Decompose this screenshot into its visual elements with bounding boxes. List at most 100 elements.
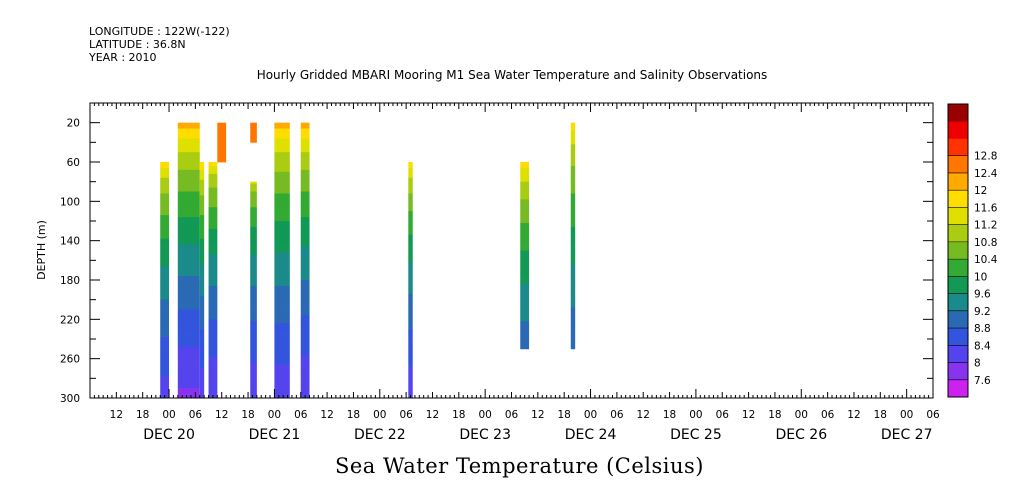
temperature-cell bbox=[160, 352, 170, 356]
temperature-cell bbox=[208, 333, 218, 336]
temperature-cell bbox=[274, 191, 290, 194]
temperature-cell bbox=[199, 203, 205, 206]
temperature-cell bbox=[208, 240, 218, 244]
temperature-cell bbox=[177, 203, 200, 206]
temperature-cell bbox=[250, 222, 257, 226]
temperature-cell bbox=[520, 181, 530, 185]
temperature-cell bbox=[199, 325, 205, 328]
temperature-cell bbox=[208, 232, 218, 236]
temperature-cell bbox=[520, 222, 530, 226]
temperature-cell bbox=[408, 185, 413, 188]
temperature-cell bbox=[274, 230, 290, 234]
temperature-cell bbox=[408, 276, 413, 279]
temperature-cell bbox=[208, 264, 218, 267]
temperature-cell bbox=[570, 183, 576, 186]
y-tick-label: 20 bbox=[67, 118, 80, 130]
temperature-cell bbox=[570, 154, 576, 157]
temperature-cell bbox=[250, 189, 257, 192]
temperature-cell bbox=[199, 230, 205, 234]
temperature-cell bbox=[570, 291, 576, 295]
temperature-cell bbox=[408, 268, 413, 271]
temperature-cell bbox=[160, 205, 170, 208]
temperature-cell bbox=[300, 299, 310, 303]
temperature-cell bbox=[570, 219, 576, 222]
temperature-cell bbox=[208, 291, 218, 295]
temperature-cell bbox=[520, 163, 530, 167]
temperature-cell bbox=[300, 165, 310, 169]
temperature-cell bbox=[300, 317, 310, 320]
temperature-cell bbox=[570, 272, 576, 275]
temperature-cell bbox=[160, 289, 170, 293]
temperature-cell bbox=[208, 270, 218, 273]
temperature-cell bbox=[300, 348, 310, 352]
x-tick-label: 00 bbox=[373, 409, 386, 421]
temperature-cell bbox=[208, 380, 218, 383]
temperature-cell bbox=[208, 346, 218, 350]
temperature-cell bbox=[274, 384, 290, 387]
temperature-cell bbox=[177, 167, 200, 171]
temperature-cell bbox=[217, 146, 227, 149]
temperature-cell bbox=[570, 142, 576, 145]
observation-layer bbox=[160, 122, 576, 399]
temperature-cell bbox=[520, 305, 530, 308]
temperature-cell bbox=[208, 295, 218, 299]
colorbar-level-label: 10.8 bbox=[974, 237, 997, 249]
temperature-cell bbox=[520, 232, 530, 236]
temperature-cell bbox=[250, 396, 257, 399]
temperature-cell bbox=[250, 287, 257, 291]
temperature-cell bbox=[274, 132, 290, 135]
temperature-cell bbox=[300, 258, 310, 261]
temperature-cell bbox=[177, 394, 200, 397]
temperature-cell bbox=[199, 337, 205, 340]
temperature-cell bbox=[570, 160, 576, 163]
temperature-cell bbox=[160, 228, 170, 232]
temperature-cell bbox=[208, 386, 218, 389]
temperature-cell bbox=[177, 228, 200, 232]
temperature-cell bbox=[160, 315, 170, 318]
temperature-cell bbox=[250, 234, 257, 238]
temperature-cell bbox=[408, 333, 413, 336]
temperature-cell bbox=[177, 360, 200, 363]
temperature-cell bbox=[408, 183, 413, 186]
temperature-cell bbox=[300, 358, 310, 362]
temperature-cell bbox=[274, 335, 290, 338]
temperature-cell bbox=[570, 181, 576, 185]
temperature-cell bbox=[570, 221, 576, 224]
temperature-cell bbox=[208, 165, 218, 169]
temperature-cell bbox=[199, 264, 205, 267]
temperature-cell bbox=[274, 254, 290, 257]
temperature-cell bbox=[300, 236, 310, 240]
temperature-cell bbox=[177, 331, 200, 334]
temperature-cell bbox=[250, 331, 257, 334]
temperature-cell bbox=[520, 317, 530, 320]
temperature-cell bbox=[300, 205, 310, 208]
temperature-cell bbox=[177, 348, 200, 352]
temperature-cell bbox=[160, 390, 170, 393]
temperature-cell bbox=[250, 329, 257, 332]
colorbar-swatch bbox=[948, 172, 968, 191]
observation-block bbox=[520, 162, 530, 350]
temperature-cell bbox=[208, 209, 218, 212]
temperature-cell bbox=[300, 248, 310, 251]
temperature-cell bbox=[520, 183, 530, 186]
temperature-cell bbox=[160, 195, 170, 198]
temperature-cell bbox=[250, 313, 257, 316]
temperature-cell bbox=[408, 364, 413, 367]
temperature-cell bbox=[274, 331, 290, 334]
temperature-cell bbox=[570, 250, 576, 253]
y-tick-label: 220 bbox=[60, 314, 80, 326]
temperature-cell bbox=[520, 276, 530, 279]
temperature-cell bbox=[208, 262, 218, 265]
temperature-cell bbox=[300, 154, 310, 157]
temperature-cell bbox=[199, 246, 205, 249]
temperature-cell bbox=[408, 177, 413, 181]
colorbar-level-label: 10.4 bbox=[974, 254, 998, 266]
temperature-cell bbox=[250, 339, 257, 342]
temperature-cell bbox=[250, 136, 257, 139]
temperature-cell bbox=[408, 232, 413, 236]
y-axis: 20 60 100 140 180 220 260 300 bbox=[60, 118, 933, 405]
temperature-cell bbox=[160, 293, 170, 297]
temperature-cell bbox=[250, 211, 257, 214]
temperature-cell bbox=[250, 276, 257, 279]
temperature-cell bbox=[160, 162, 170, 165]
